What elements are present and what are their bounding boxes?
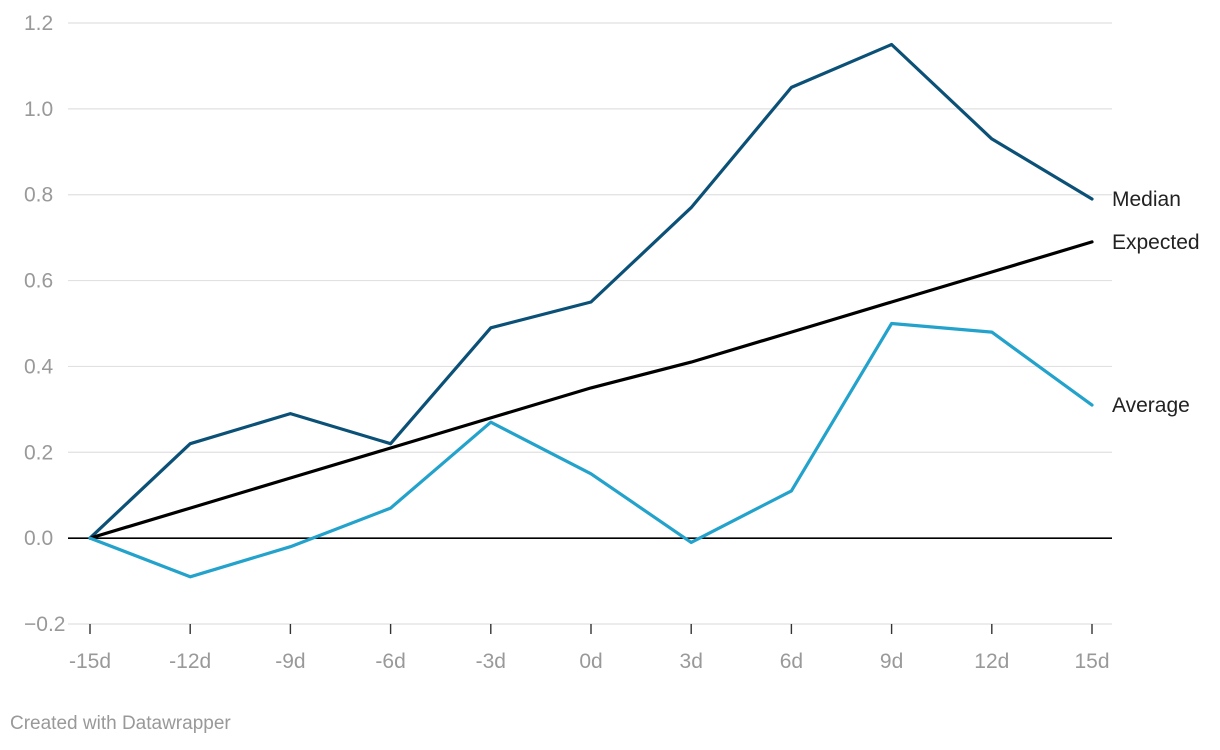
credit-text: Created with Datawrapper [10,713,231,734]
x-axis-ticks: -15d -12d -9d -6d -3d 0d 3d 6d 9d 12d 15d [69,624,1110,673]
x-tick-label: -15d [69,650,111,673]
y-tick-label: 0.8 [24,184,53,207]
x-tick-label: -12d [169,650,211,673]
x-tick-label: 12d [974,650,1009,673]
series-line-expected [88,240,1094,540]
series-lines [88,42,1094,579]
x-tick-label: 6d [780,650,803,673]
x-tick-label: -3d [476,650,506,673]
series-line-average [88,321,1094,579]
series-label-average: Average [1112,394,1190,417]
x-tick-label: 15d [1074,650,1109,673]
y-axis-ticks: 1.2 1.0 0.8 0.6 0.4 0.2 0.0 −0.2 [24,12,65,636]
series-label-median: Median [1112,188,1181,211]
x-tick-label: 9d [880,650,903,673]
y-tick-label: 1.0 [24,98,53,121]
y-tick-label: −0.2 [24,613,65,636]
y-tick-label: 1.2 [24,12,53,35]
x-tick-label: -9d [275,650,305,673]
x-tick-label: 3d [680,650,703,673]
y-tick-label: 0.0 [24,527,53,550]
series-labels: Median Expected Average [1112,188,1200,417]
y-tick-label: 0.6 [24,270,53,293]
y-tick-label: 0.4 [24,355,54,378]
series-label-expected: Expected [1112,231,1200,254]
grid-lines [68,22,1112,625]
series-line-median [88,42,1094,540]
x-tick-label: 0d [579,650,602,673]
x-tick-label: -6d [375,650,405,673]
y-tick-label: 0.2 [24,441,53,464]
